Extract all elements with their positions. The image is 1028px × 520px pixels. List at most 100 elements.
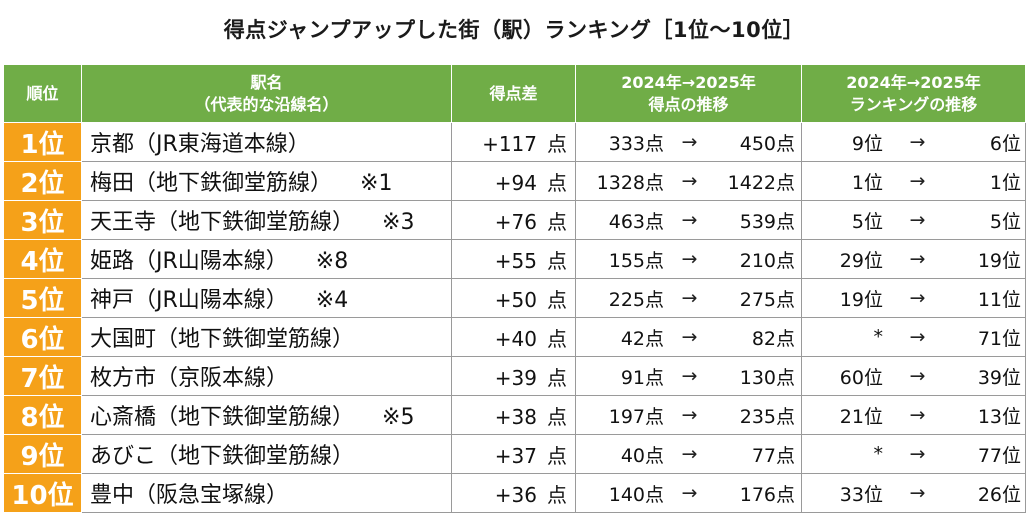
table-row: 8位 心斎橋（地下鉄御堂筋線） ※5 +38 点 197点 → 235点 21位 → 13位: [3, 395, 1026, 435]
header-station-line2: （代表的な沿線名）: [194, 94, 339, 114]
rank-2025: 6位: [989, 132, 1022, 155]
score-diff-unit: 点: [547, 326, 567, 351]
score-2024: 197点: [608, 405, 664, 428]
station-cell: 大国町（地下鉄御堂筋線）: [81, 317, 452, 357]
score-2024: 42点: [620, 327, 664, 350]
arrow-icon: →: [909, 404, 926, 426]
rank-2025: 13位: [977, 405, 1022, 428]
station-name: 心斎橋（地下鉄御堂筋線）: [90, 405, 355, 430]
station-name: 姫路（JR山陽本線）: [90, 249, 288, 274]
score-diff-unit: 点: [547, 209, 567, 234]
rank-cell: 6位: [3, 317, 82, 357]
arrow-icon: →: [909, 287, 926, 309]
score-diff-cell: +117 点: [451, 122, 576, 162]
score-diff: +50: [494, 287, 537, 312]
rank-cell: 4位: [3, 239, 82, 279]
rank-2024: 33位: [839, 483, 883, 506]
rank-2025: 11位: [977, 288, 1022, 311]
ranking-trend-cell: 19位 → 11位: [801, 278, 1026, 318]
score-2024: 463点: [608, 210, 664, 233]
score-2024: 225点: [608, 288, 664, 311]
score-diff-unit: 点: [547, 170, 567, 195]
arrow-icon: →: [681, 365, 698, 387]
station-cell: 枚方市（京阪本線）: [81, 356, 452, 396]
arrow-icon: →: [681, 131, 698, 153]
arrow-icon: →: [909, 365, 926, 387]
rank-2024: 1位: [851, 171, 883, 194]
score-diff-cell: +55 点: [451, 239, 576, 279]
rank-cell: 10位: [3, 473, 82, 513]
arrow-icon: →: [909, 209, 926, 231]
score-trend-cell: 197点 → 235点: [575, 395, 802, 435]
score-2025: 130点: [739, 366, 795, 389]
header-diff: 得点差: [451, 64, 576, 123]
arrow-icon: →: [909, 248, 926, 270]
station-name: 梅田（地下鉄御堂筋線）: [90, 171, 333, 196]
score-2025: 235点: [739, 405, 795, 428]
ranking-trend-cell: * → 77位: [801, 434, 1026, 474]
score-trend-cell: 42点 → 82点: [575, 317, 802, 357]
ranking-trend-cell: 29位 → 19位: [801, 239, 1026, 279]
rank-2024: 21位: [839, 405, 883, 428]
rank-2025: 1位: [989, 171, 1022, 194]
arrow-icon: →: [681, 287, 698, 309]
station-name: 豊中（阪急宝塚線）: [90, 483, 289, 508]
score-diff-cell: +94 点: [451, 161, 576, 201]
score-diff: +55: [494, 248, 537, 273]
table-row: 1位 京都（JR東海道本線） +117 点 333点 → 450点 9位 → 6位: [3, 122, 1026, 162]
score-diff: +37: [494, 443, 537, 468]
rank-2024: 60位: [839, 366, 883, 389]
station-cell: 京都（JR東海道本線）: [81, 122, 452, 162]
score-diff-unit: 点: [547, 404, 567, 429]
station-cell: 姫路（JR山陽本線） ※8: [81, 239, 452, 279]
table-row: 4位 姫路（JR山陽本線） ※8 +55 点 155点 → 210点 29位 → 19位: [3, 239, 1026, 279]
rank-cell: 2位: [3, 161, 82, 201]
score-trend-cell: 140点 → 176点: [575, 473, 802, 513]
rank-cell: 3位: [3, 200, 82, 240]
score-diff: +40: [494, 326, 537, 351]
arrow-icon: →: [909, 443, 926, 465]
score-trend-cell: 225点 → 275点: [575, 278, 802, 318]
score-diff: +76: [494, 209, 537, 234]
station-cell: 神戸（JR山陽本線） ※4: [81, 278, 452, 318]
rank-cell: 7位: [3, 356, 82, 396]
station-name: 天王寺（地下鉄御堂筋線）: [90, 210, 355, 235]
ranking-trend-cell: 33位 → 26位: [801, 473, 1026, 513]
score-trend-cell: 91点 → 130点: [575, 356, 802, 396]
arrow-icon: →: [681, 248, 698, 270]
score-diff: +117: [482, 131, 537, 156]
score-diff-cell: +50 点: [451, 278, 576, 318]
header-score-line1: 2024年→2025年: [621, 72, 756, 92]
rank-cell: 8位: [3, 395, 82, 435]
header-station-line1: 駅名: [250, 72, 283, 92]
rank-2025: 77位: [977, 444, 1022, 467]
station-note: ※8: [315, 249, 349, 274]
score-2025: 539点: [739, 210, 795, 233]
arrow-icon: →: [681, 482, 698, 504]
arrow-icon: →: [909, 482, 926, 504]
score-2024: 91点: [620, 366, 664, 389]
score-trend-cell: 1328点 → 1422点: [575, 161, 802, 201]
table-row: 5位 神戸（JR山陽本線） ※4 +50 点 225点 → 275点 19位 → 11位: [3, 278, 1026, 318]
arrow-icon: →: [681, 443, 698, 465]
score-diff: +39: [494, 365, 537, 390]
header-score-line2: 得点の推移: [648, 94, 729, 114]
score-diff: +38: [494, 404, 537, 429]
station-note: ※5: [382, 405, 415, 430]
arrow-icon: →: [681, 209, 698, 231]
score-2025: 1422点: [727, 171, 795, 194]
score-2025: 77点: [751, 444, 795, 467]
rank-2025: 5位: [989, 210, 1022, 233]
station-note: ※4: [315, 288, 349, 313]
score-2025: 275点: [739, 288, 795, 311]
rank-2025: 19位: [977, 249, 1022, 272]
arrow-icon: →: [909, 326, 926, 348]
table-row: 2位 梅田（地下鉄御堂筋線） ※1 +94 点 1328点 → 1422点 1位 → 1位: [3, 161, 1026, 201]
score-2024: 140点: [608, 483, 664, 506]
arrow-icon: →: [681, 170, 698, 192]
score-2024: 1328点: [596, 171, 664, 194]
score-2025: 210点: [739, 249, 795, 272]
score-diff-cell: +39 点: [451, 356, 576, 396]
score-diff-unit: 点: [547, 482, 567, 507]
station-cell: 豊中（阪急宝塚線）: [81, 473, 452, 513]
